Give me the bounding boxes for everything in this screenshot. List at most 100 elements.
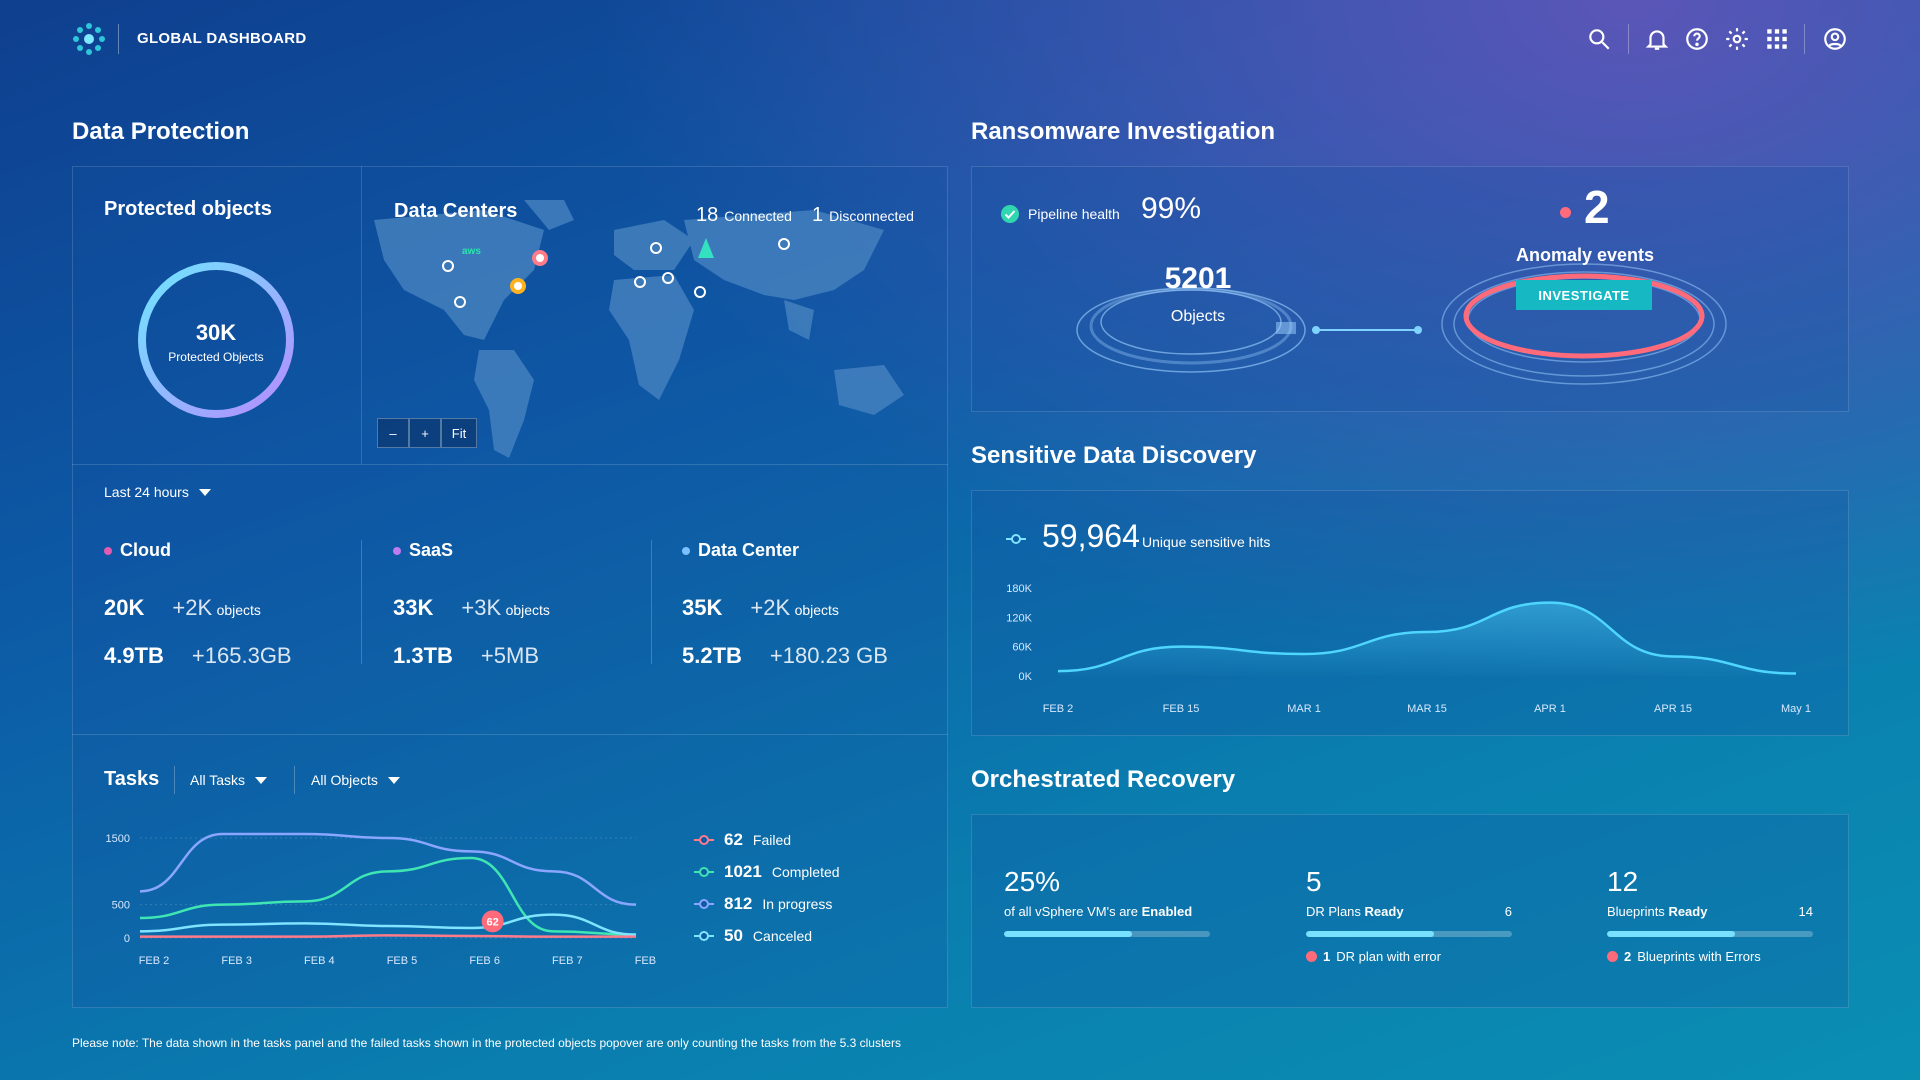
all-objects-dropdown[interactable]: All Objects [311, 772, 400, 788]
x-tick-label: APR 15 [1654, 703, 1692, 715]
zoom-in-button[interactable]: + [409, 418, 441, 448]
recovery-title: Orchestrated Recovery [971, 766, 1236, 793]
stat-objects: 33K [393, 595, 434, 620]
zoom-out-button[interactable]: – [377, 418, 409, 448]
x-tick-label: FEB 2 [139, 955, 170, 967]
recovery-error-count: 1 [1323, 949, 1331, 964]
all-tasks-dropdown[interactable]: All Tasks [190, 772, 267, 788]
anomaly-ring-graphic [1441, 263, 1727, 385]
fit-button[interactable]: Fit [441, 418, 477, 448]
legend-marker-icon [694, 899, 714, 909]
stat-objects-delta: +2K [750, 595, 791, 620]
stat-head: Data Center [682, 540, 944, 561]
gear-icon[interactable] [1724, 26, 1750, 52]
footer-note: Please note: The data shown in the tasks… [72, 1036, 901, 1050]
legend-value: 50 [724, 926, 743, 945]
legend-item-failed[interactable]: 62 Failed [694, 830, 840, 850]
series-line-in-progress[interactable] [139, 832, 637, 906]
world-map[interactable] [364, 200, 944, 462]
recovery-progress [1607, 931, 1813, 937]
legend-item-completed[interactable]: 1021 Completed [694, 862, 840, 882]
disconnected-label: Disconnected [829, 208, 914, 224]
x-tick-label: FEB 6 [469, 955, 500, 967]
connected-count: 18 [696, 204, 719, 226]
help-icon[interactable] [1684, 26, 1710, 52]
x-tick-label: FEB 5 [387, 955, 418, 967]
error-icon [1607, 951, 1618, 962]
header-divider [118, 24, 119, 54]
stat-size-delta: +180.23 GB [769, 643, 888, 668]
stat-objects: 35K [682, 595, 723, 620]
error-icon [1306, 951, 1317, 962]
recovery-text-bold: Ready [1668, 904, 1708, 919]
stat-color-dot [682, 546, 690, 555]
all-tasks-label: All Tasks [190, 772, 245, 788]
failed-marker[interactable] [481, 910, 504, 933]
search-icon[interactable] [1586, 26, 1612, 52]
recovery-error[interactable]: 2 Blueprints with Errors [1607, 949, 1813, 964]
legend-value: 1021 [724, 862, 762, 881]
sensitive-title: Sensitive Data Discovery [971, 442, 1257, 469]
sensitive-hits-label: Unique sensitive hits [1142, 534, 1271, 550]
x-tick-label: FEB 3 [221, 955, 252, 967]
stat-size-delta: +165.3GB [191, 643, 292, 668]
sensitive-chart[interactable]: 180K 120K 60K 0K FEB 2 FEB 15 MAR 1 MAR 15 APR 1… [996, 572, 1826, 722]
recovery-value: 5 [1306, 866, 1322, 897]
recovery-value: 12 [1607, 866, 1639, 897]
stat-card-data-center: Data Center 35K +2K objects 5.2TB +180.2… [682, 540, 944, 669]
x-tick-label: FEB 2 [1043, 703, 1074, 715]
recovery-total: 14 [1798, 904, 1813, 919]
stats-divider [651, 540, 652, 664]
tasks-divider [294, 766, 295, 794]
user-icon[interactable] [1822, 26, 1848, 52]
legend-value: 62 [724, 830, 743, 849]
time-filter-dropdown[interactable]: Last 24 hours [104, 484, 211, 500]
ransomware-panel [971, 166, 1849, 412]
sensitive-hits-value: 59,964 [1042, 518, 1140, 554]
recovery-total: 6 [1504, 904, 1512, 919]
chevron-down-icon [254, 776, 267, 784]
protected-objects-count: 30K [195, 320, 237, 345]
data-protection-title: Data Protection [72, 118, 250, 145]
tasks-chart[interactable]: 1500 500 0 FEB 2 FEB 3 FEB 4 FEB 5 FEB 6 FEB 7 FE… [96, 820, 656, 980]
series-line-completed[interactable] [139, 856, 637, 936]
recovery-progress [1004, 931, 1210, 937]
recovery-text-bold: Enabled [1141, 904, 1193, 919]
recovery-text-pre: DR Plans [1306, 904, 1361, 919]
stat-size-delta: +5MB [480, 643, 540, 668]
y-tick-label: 0K [1019, 671, 1033, 683]
panel-divider [361, 166, 362, 464]
anomaly-label: Anomaly events [1515, 245, 1655, 265]
recovery-progress [1306, 931, 1512, 937]
legend-label: Canceled [752, 928, 813, 944]
apps-grid-icon[interactable] [1764, 26, 1790, 52]
ransomware-title: Ransomware Investigation [971, 118, 1276, 145]
bell-icon[interactable] [1644, 26, 1670, 52]
chevron-down-icon [198, 488, 211, 496]
recovery-panel [971, 814, 1849, 1008]
legend-item-in-progress[interactable]: 812 In progress [694, 894, 840, 914]
stat-objects-delta: +3K [461, 595, 502, 620]
protected-objects-ring[interactable] [134, 258, 298, 422]
panel-divider [72, 464, 948, 465]
recovery-item-dr-plans: 5 DR Plans Ready 6 1 DR plan with error [1306, 866, 1512, 964]
x-tick-label: FEB 7 [552, 955, 583, 967]
investigate-button[interactable]: INVESTIGATE [1516, 280, 1652, 310]
series-line-canceled[interactable] [139, 913, 637, 936]
recovery-error-count: 2 [1624, 949, 1632, 964]
connected-status: 18 Connected [696, 204, 792, 227]
stat-objects: 20K [104, 595, 145, 620]
recovery-error[interactable]: 1 DR plan with error [1306, 949, 1512, 964]
footer-note-text: The data shown in the tasks panel and th… [141, 1036, 901, 1050]
legend-item-canceled[interactable]: 50 Canceled [694, 926, 840, 946]
stat-size-row: 5.2TB +180.23 GB [682, 643, 944, 669]
recovery-text-bold: Ready [1364, 904, 1404, 919]
x-tick-label: FEB 8 [635, 955, 656, 967]
series-line[interactable] [1057, 601, 1797, 675]
recovery-text: DR Plans Ready 6 [1306, 904, 1512, 919]
legend-marker-icon [694, 835, 714, 845]
recovery-error-text: Blueprints with Errors [1637, 949, 1761, 964]
series-line-failed[interactable] [140, 934, 636, 938]
protected-objects-title: Protected objects [104, 198, 272, 220]
stat-card-cloud: Cloud 20K +2K objects 4.9TB +165.3GB [104, 540, 354, 669]
